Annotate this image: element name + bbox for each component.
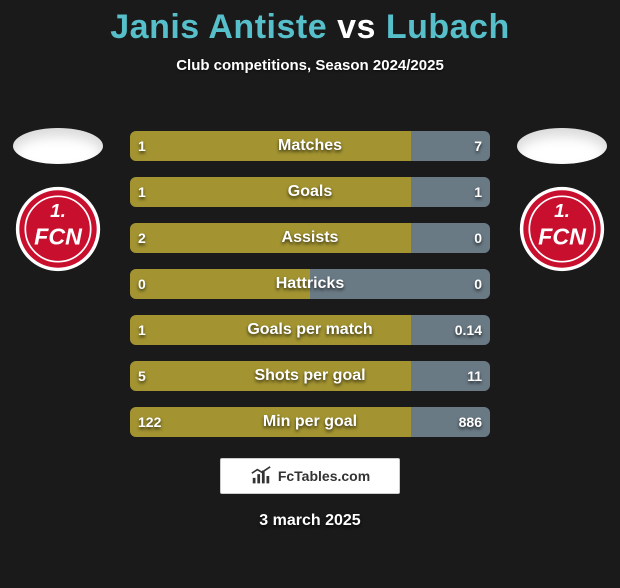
player1-club-logo: 1. FCN <box>15 186 101 272</box>
player2-name: Lubach <box>386 8 510 46</box>
svg-text:1.: 1. <box>50 201 66 222</box>
stat-row: Assists2 0 <box>130 222 490 254</box>
footer-date: 3 march 2025 <box>0 512 620 530</box>
stat-value-left: 2 <box>138 223 146 253</box>
stat-value-left: 1 <box>138 315 146 345</box>
stat-value-left: 5 <box>138 361 146 391</box>
avatar-ellipse <box>517 128 607 164</box>
comparison-title: Janis Antiste vs Lubach <box>0 8 620 47</box>
player1-avatar <box>8 128 108 164</box>
stat-row: Shots per goal5 11 <box>130 360 490 392</box>
stat-value-right: 886 <box>459 407 482 437</box>
stat-label: Assists <box>130 223 490 253</box>
site-badge: FcTables.com <box>220 458 400 494</box>
stat-value-right: 0 <box>474 269 482 299</box>
player1-name: Janis Antiste <box>110 8 327 46</box>
stat-label: Matches <box>130 131 490 161</box>
avatar-ellipse <box>13 128 103 164</box>
stat-value-right: 0.14 <box>455 315 482 345</box>
player2-club-logo: 1. FCN <box>519 186 605 272</box>
chart-icon <box>250 465 272 487</box>
fcn-logo-icon: 1. FCN <box>519 186 605 272</box>
stat-value-left: 122 <box>138 407 161 437</box>
stat-row: Goals per match1 0.14 <box>130 314 490 346</box>
stat-value-right: 11 <box>467 361 482 391</box>
stat-value-right: 1 <box>474 177 482 207</box>
stat-row: Matches1 7 <box>130 130 490 162</box>
stat-label: Shots per goal <box>130 361 490 391</box>
svg-text:1.: 1. <box>554 201 570 222</box>
stat-value-right: 7 <box>474 131 482 161</box>
stat-value-left: 0 <box>138 269 146 299</box>
stat-label: Goals per match <box>130 315 490 345</box>
site-name: FcTables.com <box>278 468 370 484</box>
vs-label: vs <box>337 8 376 46</box>
svg-text:FCN: FCN <box>538 223 587 249</box>
player2-avatar <box>512 128 612 164</box>
stat-label: Hattricks <box>130 269 490 299</box>
stat-value-left: 1 <box>138 177 146 207</box>
stats-panel: Matches17Goals11Assists20Hattricks00Goal… <box>130 130 490 452</box>
svg-text:FCN: FCN <box>34 223 83 249</box>
subtitle: Club competitions, Season 2024/2025 <box>0 57 620 74</box>
stat-row: Goals1 1 <box>130 176 490 208</box>
stat-row: Min per goal122 886 <box>130 406 490 438</box>
stat-label: Min per goal <box>130 407 490 437</box>
stat-label: Goals <box>130 177 490 207</box>
stat-value-right: 0 <box>474 223 482 253</box>
stat-value-left: 1 <box>138 131 146 161</box>
fcn-logo-icon: 1. FCN <box>15 186 101 272</box>
stat-row: Hattricks0 0 <box>130 268 490 300</box>
